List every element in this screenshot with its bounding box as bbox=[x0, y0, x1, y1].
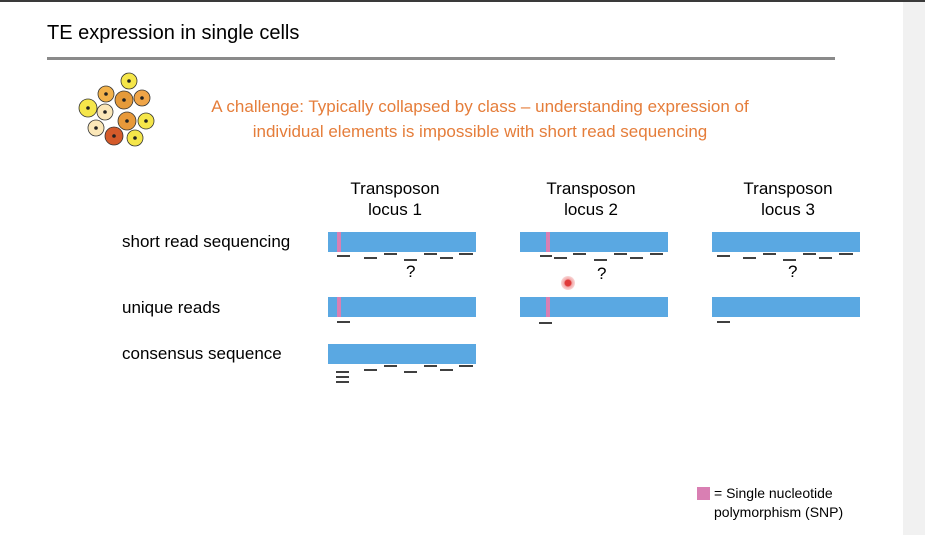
row-label-unique-reads: unique reads bbox=[122, 298, 221, 317]
row-label-consensus: consensus sequence bbox=[122, 344, 282, 363]
unique-reads-locus-2 bbox=[539, 322, 552, 324]
snp-legend-swatch bbox=[697, 487, 710, 500]
scrollbar-track[interactable] bbox=[903, 2, 925, 535]
challenge-text: A challenge: Typically collapsed by clas… bbox=[160, 94, 800, 144]
short-reads-locus-1 bbox=[337, 253, 473, 261]
title-divider bbox=[47, 57, 835, 60]
question-mark-locus-3: ? bbox=[788, 262, 798, 281]
consensus-bar bbox=[328, 344, 476, 364]
sequence-bar-locus-1 bbox=[328, 232, 476, 252]
row-label-short-read: short read sequencing bbox=[122, 232, 291, 251]
unique-reads-locus-3 bbox=[717, 321, 730, 323]
unique-bar-locus-2 bbox=[520, 297, 668, 317]
challenge-line-2: individual elements is impossible with s… bbox=[252, 122, 708, 141]
consensus-reads bbox=[336, 365, 473, 383]
snp-marker bbox=[337, 232, 341, 252]
snp-marker bbox=[337, 297, 341, 317]
column-header-locus-3: Transposon locus 3 bbox=[743, 179, 833, 219]
sequence-bar-locus-2 bbox=[520, 232, 668, 252]
slide-title: TE expression in single cells bbox=[47, 22, 300, 44]
unique-reads-locus-1 bbox=[337, 321, 350, 323]
short-reads-locus-3 bbox=[717, 253, 853, 261]
column-header-locus-1: Transposon locus 1 bbox=[350, 179, 440, 219]
question-mark-locus-1: ? bbox=[406, 262, 416, 281]
pointer-cursor-highlight bbox=[561, 276, 575, 290]
challenge-line-1: A challenge: Typically collapsed by clas… bbox=[211, 97, 749, 116]
snp-marker bbox=[546, 232, 550, 252]
cell-cluster-illustration bbox=[78, 72, 155, 147]
question-mark-locus-2: ? bbox=[597, 264, 607, 283]
snp-marker bbox=[546, 297, 550, 317]
unique-bar-locus-1 bbox=[328, 297, 476, 317]
sequence-bar-locus-3 bbox=[712, 232, 860, 252]
window-top-border bbox=[0, 0, 925, 2]
column-header-locus-2: Transposon locus 2 bbox=[546, 179, 636, 219]
unique-bar-locus-3 bbox=[712, 297, 860, 317]
short-reads-locus-2 bbox=[540, 253, 663, 261]
snp-legend-text: = Single nucleotide polymorphism (SNP) bbox=[714, 485, 844, 520]
